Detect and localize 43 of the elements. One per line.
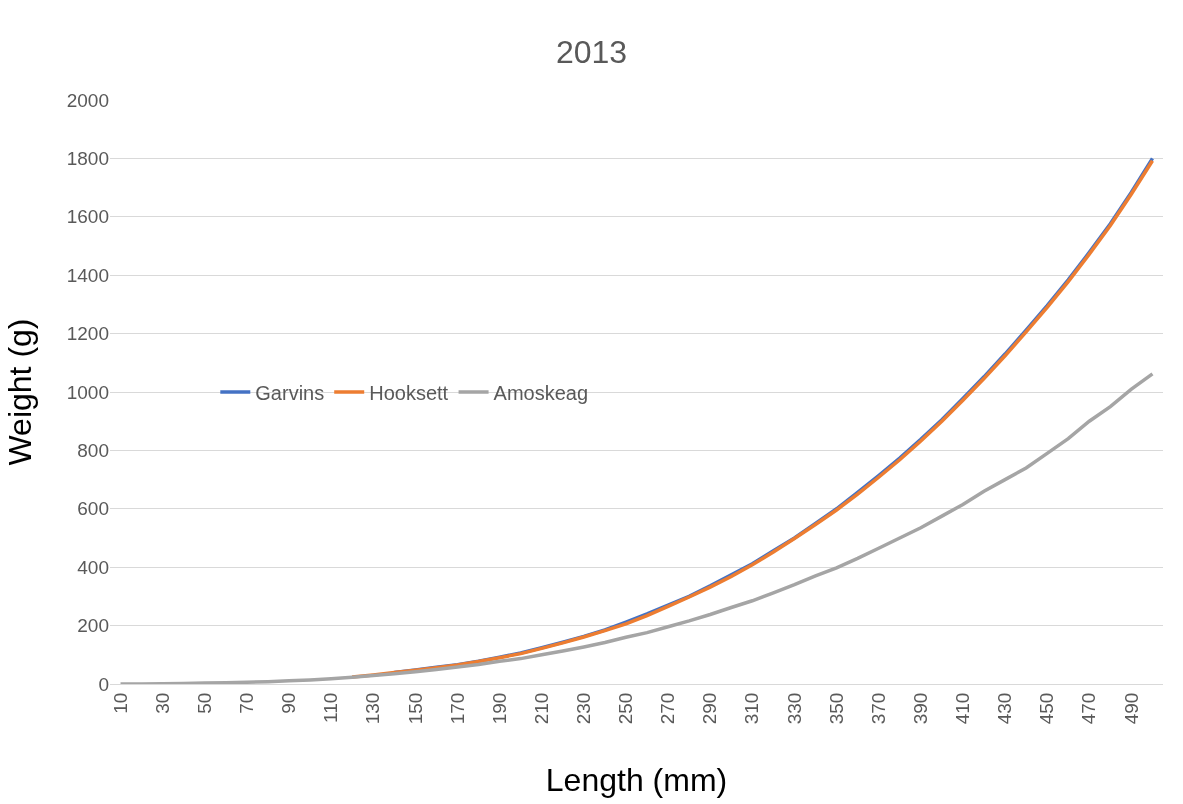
x-tick-label: 270 bbox=[657, 692, 679, 725]
x-tick-label: 210 bbox=[530, 692, 552, 725]
y-tick-label: 1200 bbox=[66, 323, 109, 345]
y-tick-label: 1600 bbox=[66, 206, 109, 228]
x-tick-label: 490 bbox=[1120, 692, 1142, 725]
x-tick-label: 470 bbox=[1078, 692, 1100, 725]
x-tick-label: 10 bbox=[109, 692, 131, 714]
x-tick-label: 50 bbox=[193, 692, 215, 714]
y-tick-label: 1400 bbox=[66, 264, 109, 286]
x-tick-label: 250 bbox=[615, 692, 637, 725]
y-tick-label: 1800 bbox=[66, 148, 109, 170]
x-tick-label: 150 bbox=[404, 692, 426, 725]
y-tick-label: 1000 bbox=[66, 381, 109, 403]
x-tick-label: 450 bbox=[1036, 692, 1058, 725]
x-tick-label: 310 bbox=[741, 692, 763, 725]
x-tick-label: 410 bbox=[952, 692, 974, 725]
x-axis-title: Length (mm) bbox=[545, 762, 728, 799]
y-tick-label: 2000 bbox=[66, 89, 109, 111]
line-series bbox=[118, 372, 1155, 684]
x-tick-label: 290 bbox=[699, 692, 721, 725]
x-tick-label: 70 bbox=[236, 692, 258, 714]
x-tick-label: 330 bbox=[783, 692, 805, 725]
x-tick-label: 350 bbox=[825, 692, 847, 725]
x-tick-label: 230 bbox=[573, 692, 595, 725]
y-tick-label: 0 bbox=[98, 673, 109, 695]
chart-title: 2013 bbox=[555, 33, 628, 70]
legend-label: Garvins bbox=[255, 381, 325, 404]
x-tick-label: 370 bbox=[867, 692, 889, 725]
x-tick-label: 130 bbox=[362, 692, 384, 725]
x-tick-label: 390 bbox=[909, 692, 931, 725]
x-tick-label: 190 bbox=[488, 692, 510, 725]
x-tick-label: 110 bbox=[320, 692, 342, 723]
x-tick-label: 170 bbox=[446, 692, 468, 725]
x-tick-label: 30 bbox=[151, 692, 173, 714]
y-tick-label: 800 bbox=[77, 440, 109, 462]
y-axis-title: Weight (g) bbox=[2, 318, 39, 466]
y-tick-label: 600 bbox=[77, 498, 109, 520]
legend-label: Amoskeag bbox=[493, 381, 589, 404]
y-tick-label: 200 bbox=[77, 615, 109, 637]
legend-label: Hooksett bbox=[369, 381, 449, 404]
y-tick-label: 400 bbox=[77, 556, 109, 578]
x-tick-label: 90 bbox=[278, 692, 300, 714]
x-tick-label: 430 bbox=[994, 692, 1016, 725]
